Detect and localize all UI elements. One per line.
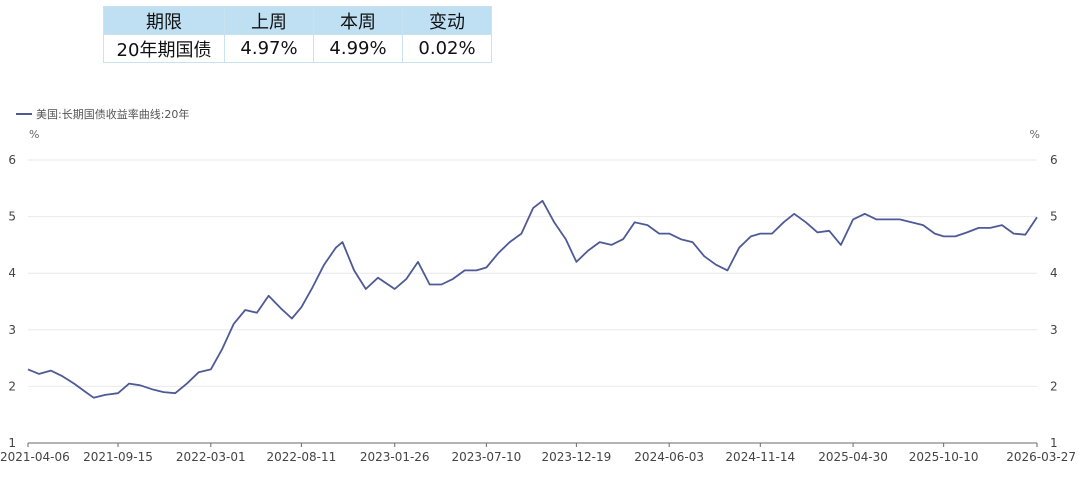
x-tick-label: 2023-12-19 [542,450,612,464]
y-tick-label-left: 6 [8,153,16,167]
legend-series-name: 美国:长期国债收益率曲线:20年 [36,108,190,121]
y-tick-label-left: 1 [8,436,16,450]
y-tick-label-right: 3 [1050,323,1058,337]
y-tick-label-left: 2 [8,379,16,393]
cell-last-week: 4.97% [224,34,314,63]
cell-change: 0.02% [402,34,492,63]
y-tick-label-right: 1 [1050,436,1058,450]
y-tick-label-right: 5 [1050,210,1058,224]
x-tick-label: 2026-03-27 [1006,450,1076,464]
cell-this-week: 4.99% [313,34,403,63]
y-tick-label-left: 3 [8,323,16,337]
x-tick-label: 2022-08-11 [266,450,336,464]
chart-series [27,199,1038,399]
x-tick-label: 2023-01-26 [360,450,430,464]
y-unit-right: % [1030,128,1040,141]
chart-axes: 1 1 2 2 3 3 4 4 5 5 6 6% % 2021-04-06 2021-09-15 2022-0… [0,128,1076,464]
series-line-20y [27,199,1038,399]
x-tick-label: 2021-09-15 [83,450,153,464]
summary-data-row: 20年期国债 4.97% 4.99% 0.02% [103,34,492,63]
x-tick-label: 2024-06-03 [634,450,704,464]
x-tick-label: 2023-07-10 [452,450,522,464]
y-tick-label-right: 6 [1050,153,1058,167]
summary-table: 期限 上周 本周 变动 20年期国债 4.97% 4.99% 0.02% [103,6,492,63]
x-tick-label: 2022-03-01 [176,450,246,464]
header-change: 变动 [402,6,492,35]
y-unit-left: % [29,128,39,141]
header-term: 期限 [103,6,225,35]
chart-grid [28,159,1037,387]
chart-legend: 美国:长期国债收益率曲线:20年 [16,106,189,122]
x-tick-label: 2025-04-30 [818,450,888,464]
y-tick-label-right: 4 [1050,266,1058,280]
y-tick-label-right: 2 [1050,379,1058,393]
cell-term: 20年期国债 [103,34,225,63]
x-tick-label: 2025-10-10 [909,450,979,464]
y-tick-label-left: 5 [8,210,16,224]
legend-swatch [16,113,32,115]
summary-header-row: 期限 上周 本周 变动 [103,6,492,35]
y-tick-label-left: 4 [8,266,16,280]
x-tick-label: 2024-11-14 [725,450,795,464]
x-tick-label: 2021-04-06 [0,450,70,464]
